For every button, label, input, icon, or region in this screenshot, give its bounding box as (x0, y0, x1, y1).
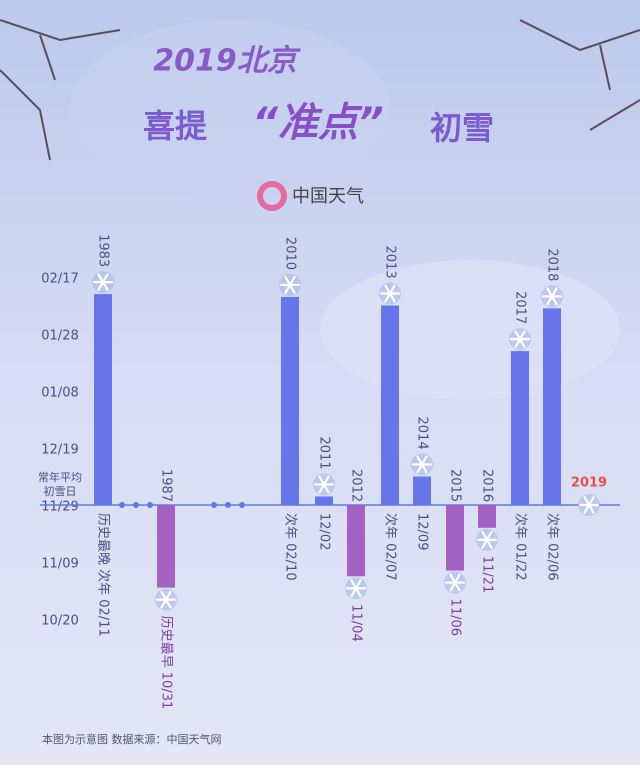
bar (511, 351, 529, 505)
footnote: 本图为示意图 数据来源：中国天气网 (42, 732, 222, 746)
decor (320, 260, 620, 400)
snowflake (509, 328, 531, 351)
branches (0, 19, 640, 161)
y-tick-label: 11/09 (41, 557, 78, 572)
snowflake-arm (546, 287, 558, 306)
snowflake-arm (583, 496, 595, 514)
value-label: 11/04 (349, 604, 364, 641)
snowflake (279, 273, 301, 296)
year-label: 2010 (283, 237, 298, 270)
snowflake (313, 473, 335, 496)
value-label: 12/02 (317, 513, 332, 550)
value-label: 12/09 (415, 513, 430, 550)
year-label: 2011 (317, 436, 332, 469)
snowflake-arm (318, 475, 330, 494)
snowflake (578, 494, 600, 516)
snowflake-arm (416, 455, 428, 474)
bar (94, 294, 112, 505)
title-line1: 2019北京 (153, 44, 301, 79)
value-label: 次年 02/10 (283, 513, 299, 581)
value-label: 历史最早 10/31 (159, 616, 174, 710)
year-label: 2018 (545, 248, 560, 281)
snowflake (345, 577, 367, 600)
bar (543, 308, 561, 505)
value-label: 11/06 (448, 599, 463, 636)
title-part: 喜提 (143, 107, 208, 145)
bar (347, 505, 365, 577)
year-label: 2016 (480, 469, 495, 502)
year-label: 2017 (513, 291, 528, 324)
snowflake (155, 588, 177, 611)
bar (157, 505, 175, 588)
bar (315, 496, 333, 505)
bar (413, 476, 431, 505)
logo (257, 181, 287, 211)
snowflake-arm (284, 276, 296, 294)
y-tick-label: 01/08 (41, 386, 78, 401)
value-label: 历史最晚 次年 02/11 (96, 513, 112, 637)
snowflake-arm (384, 284, 396, 303)
y-tick-label: 10/20 (41, 614, 78, 629)
value-label: 次年 02/07 (383, 513, 399, 581)
snowflake (541, 285, 563, 308)
snowflake-arm (514, 330, 526, 348)
snowflake-arm (350, 579, 362, 598)
snowflake-arm (160, 590, 172, 609)
decor (70, 20, 390, 200)
bar (478, 505, 496, 528)
snowflake (476, 528, 498, 551)
y-tick-label: 02/17 (41, 272, 78, 287)
bar (446, 505, 464, 571)
year-label: 2015 (448, 469, 463, 502)
value-label: 11/21 (480, 556, 495, 593)
y-tick-label: 11/29 (41, 500, 78, 515)
baseline-label: 初雪日 (44, 484, 77, 498)
year-label: 2019 (571, 476, 607, 491)
year-label: 2014 (415, 417, 430, 450)
snowflake-arm (481, 530, 493, 549)
year-label: 2012 (349, 469, 364, 502)
y-tick-label: 01/28 (41, 329, 78, 344)
bar (281, 296, 299, 505)
brand: 中国天气 (292, 186, 364, 207)
bar (381, 305, 399, 505)
year-label: 1983 (96, 234, 111, 267)
snowflake (411, 453, 433, 476)
value-label: 次年 02/06 (545, 513, 561, 581)
title-part: “准点” (252, 100, 384, 146)
snowflake (92, 271, 114, 294)
value-label: 次年 01/22 (513, 513, 529, 581)
snowflake-arm (449, 573, 461, 592)
snowflake-arm (97, 273, 109, 291)
year-label: 2013 (383, 246, 398, 279)
title-part: 初雪 (430, 109, 494, 147)
baseline-label: 常年平均 (38, 470, 82, 484)
year-label: 1987 (159, 469, 174, 502)
snowflake (379, 282, 401, 305)
snowflake (444, 571, 466, 594)
y-tick-label: 12/19 (41, 443, 78, 458)
